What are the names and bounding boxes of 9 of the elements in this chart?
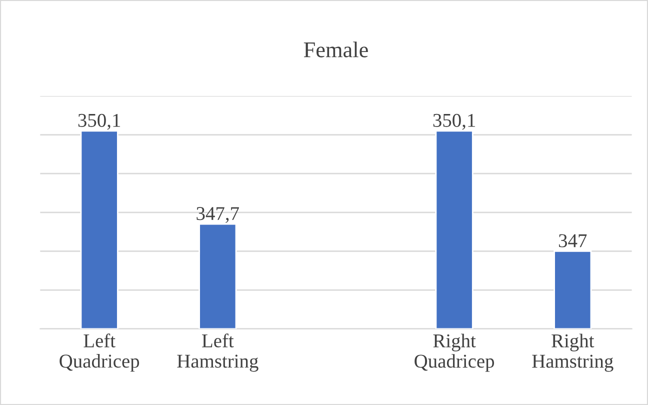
x-tick-label: Left Quadricep: [60, 334, 140, 372]
data-label: 347: [558, 234, 587, 248]
x-tick-label: Right Hamstring: [532, 334, 614, 372]
data-label: 347,7: [196, 207, 239, 223]
x-tick-label: Right Quadricep: [414, 334, 494, 372]
x-tick-label: Left Hamstring: [177, 334, 258, 372]
chart-title: Female: [304, 42, 368, 58]
data-label: 350,1: [78, 114, 120, 130]
data-label: 350,1: [433, 114, 476, 130]
